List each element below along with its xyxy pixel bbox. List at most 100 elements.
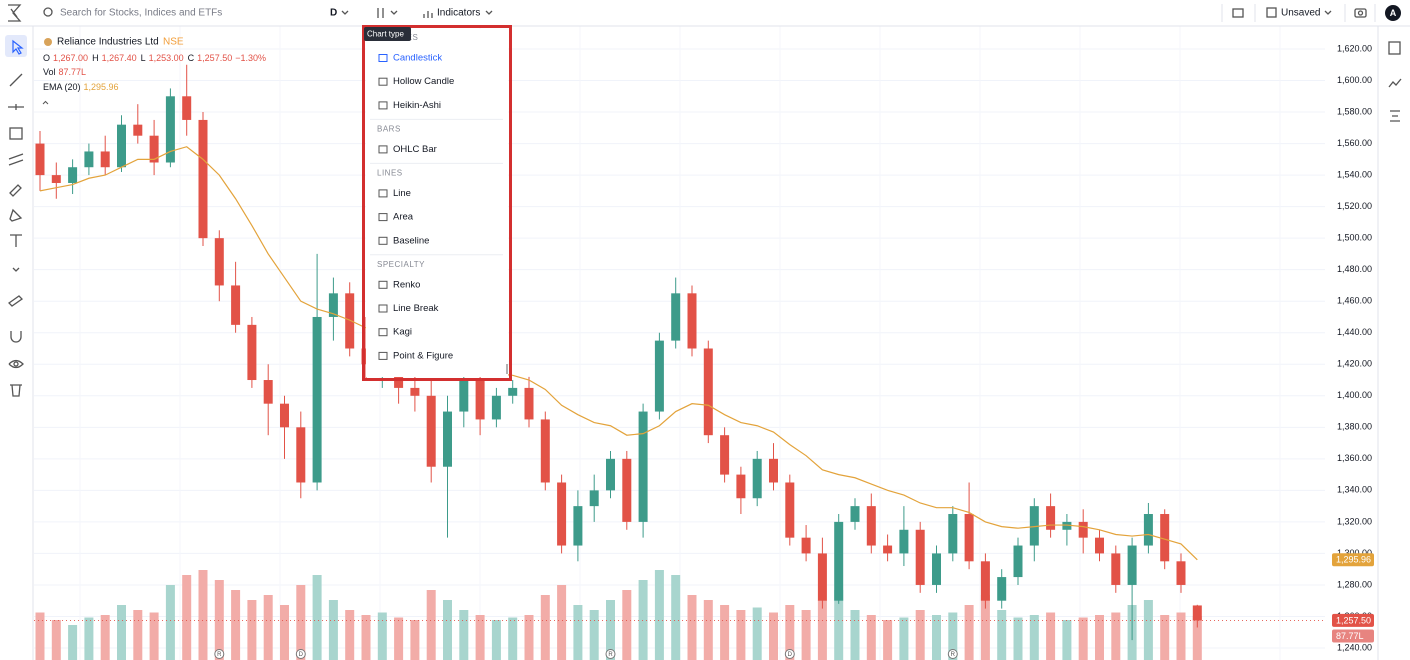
trendline-tool[interactable] bbox=[9, 73, 23, 87]
volume-bar bbox=[524, 615, 534, 660]
menu-item[interactable]: Heikin-Ashi bbox=[393, 100, 441, 111]
ruler-tool[interactable] bbox=[7, 295, 24, 307]
pen-tool[interactable] bbox=[9, 208, 23, 222]
exchange: NSE bbox=[163, 37, 184, 48]
candle-body bbox=[84, 151, 94, 168]
overlay: CANDLESCandlestickHollow CandleHeikin-As… bbox=[362, 25, 512, 381]
indicators-button[interactable]: Indicators bbox=[437, 8, 480, 19]
candle-body bbox=[720, 435, 730, 475]
shape-tool[interactable] bbox=[9, 127, 23, 140]
menu-item[interactable]: Baseline bbox=[393, 235, 429, 246]
channel-tool[interactable] bbox=[8, 153, 24, 166]
candle-body bbox=[915, 529, 925, 585]
volume-bar bbox=[540, 595, 550, 660]
list-icon[interactable] bbox=[1390, 110, 1400, 122]
menu-item[interactable]: Line bbox=[393, 188, 411, 199]
menu-item[interactable]: Candlestick bbox=[393, 53, 442, 64]
search-input[interactable]: Search for Stocks, Indices and ETFs bbox=[60, 8, 222, 19]
volume-bar bbox=[296, 585, 306, 660]
event-marker[interactable] bbox=[784, 649, 795, 659]
chart-type-icon[interactable] bbox=[377, 8, 384, 18]
candle-body bbox=[1160, 514, 1170, 562]
ohlc-value: 1,253.00 bbox=[149, 53, 184, 63]
menu-item[interactable]: Kagi bbox=[393, 327, 412, 338]
indicators-icon[interactable] bbox=[423, 11, 433, 18]
camera-icon[interactable] bbox=[1354, 8, 1367, 18]
candle-body bbox=[426, 395, 436, 467]
candle-body bbox=[165, 96, 175, 163]
candle-body bbox=[769, 458, 778, 483]
event-marker[interactable] bbox=[295, 649, 306, 659]
candle-body bbox=[508, 387, 518, 396]
y-tick-label: 1,620.00 bbox=[1337, 43, 1372, 53]
menu-item[interactable]: Hollow Candle bbox=[393, 76, 454, 87]
candle-body bbox=[736, 474, 746, 499]
y-tick-label: 1,300.00 bbox=[1337, 548, 1372, 558]
menu-item[interactable]: Point & Figure bbox=[393, 350, 453, 361]
volume-bar bbox=[687, 595, 697, 660]
menu-item[interactable]: OHLC Bar bbox=[393, 144, 437, 155]
candle-body bbox=[1143, 514, 1153, 546]
candle-body bbox=[638, 411, 648, 522]
candle-body bbox=[524, 387, 534, 420]
volume-bar bbox=[1078, 617, 1088, 660]
logo[interactable] bbox=[8, 4, 22, 22]
candle-body bbox=[410, 387, 420, 396]
symbol-name[interactable]: Reliance Industries Ltd bbox=[57, 37, 159, 48]
delete-tool[interactable] bbox=[10, 384, 22, 397]
symbol-logo bbox=[44, 38, 52, 46]
candle-body bbox=[296, 427, 306, 483]
interval-button[interactable]: D bbox=[330, 8, 337, 19]
volume-bar bbox=[557, 585, 567, 660]
avatar[interactable] bbox=[1385, 5, 1401, 21]
magnet-tool[interactable] bbox=[10, 331, 22, 343]
menu-item[interactable]: Renko bbox=[393, 279, 420, 290]
candle-body bbox=[785, 482, 795, 538]
candle-body bbox=[589, 490, 599, 507]
event-marker[interactable] bbox=[214, 649, 225, 659]
event-marker[interactable] bbox=[947, 649, 958, 659]
hline-tool[interactable] bbox=[8, 104, 24, 110]
chart-icon[interactable] bbox=[1388, 78, 1402, 88]
volume-bar bbox=[671, 575, 681, 660]
candle-body bbox=[980, 561, 990, 601]
menu-item[interactable]: Area bbox=[393, 212, 414, 223]
candle-body bbox=[231, 285, 241, 325]
collapse-legend[interactable] bbox=[42, 100, 49, 105]
candle-body bbox=[443, 411, 452, 467]
candle-body bbox=[817, 553, 827, 601]
y-tick-label: 1,480.00 bbox=[1337, 264, 1372, 274]
y-tick-label: 1,400.00 bbox=[1337, 390, 1372, 400]
event-marker[interactable] bbox=[605, 649, 616, 659]
expand-tools[interactable] bbox=[12, 267, 20, 272]
menu-item[interactable]: Line Break bbox=[393, 303, 439, 314]
candle-body bbox=[866, 506, 876, 546]
y-tick-label: 1,580.00 bbox=[1337, 106, 1372, 116]
search-icon[interactable] bbox=[43, 7, 53, 17]
candle-body bbox=[1078, 521, 1088, 538]
candle-body bbox=[573, 506, 583, 546]
volume-bar bbox=[263, 595, 273, 660]
brush-tool[interactable] bbox=[9, 184, 22, 197]
volume-bar bbox=[100, 615, 110, 660]
cursor-tool-active[interactable] bbox=[5, 35, 27, 57]
volume-bar bbox=[1095, 615, 1104, 660]
chevron bbox=[390, 10, 398, 15]
candle-body bbox=[964, 514, 974, 562]
candle-body bbox=[622, 458, 632, 522]
ohlc-value: 1,267.40 bbox=[102, 53, 137, 63]
fullscreen-icon[interactable] bbox=[1232, 8, 1244, 18]
visibility-tool[interactable] bbox=[8, 359, 24, 369]
candle-body bbox=[899, 529, 909, 554]
candle-body bbox=[133, 124, 143, 136]
y-tick-label: 1,460.00 bbox=[1337, 296, 1372, 306]
layout-button[interactable]: Unsaved bbox=[1281, 8, 1320, 19]
layout-icon[interactable] bbox=[1266, 7, 1277, 18]
price-tag bbox=[1332, 613, 1374, 627]
volume-bar bbox=[932, 615, 941, 660]
save-icon[interactable] bbox=[1388, 41, 1401, 55]
candle-body bbox=[491, 395, 501, 420]
volume-bar bbox=[1013, 617, 1023, 660]
text-tool[interactable] bbox=[10, 234, 22, 247]
y-tick-label: 1,280.00 bbox=[1337, 579, 1372, 589]
